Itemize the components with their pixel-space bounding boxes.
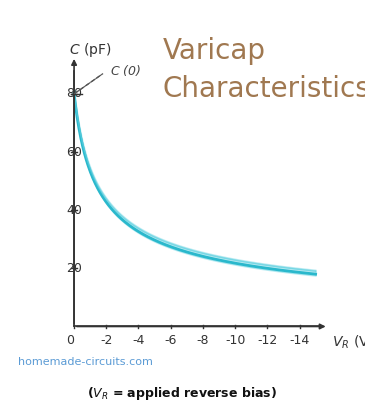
- Text: 20: 20: [66, 262, 82, 275]
- Text: homemade-circuits.com: homemade-circuits.com: [18, 357, 153, 367]
- Text: $C$ (0): $C$ (0): [110, 63, 141, 78]
- Text: -2: -2: [100, 334, 112, 347]
- Text: Varicap: Varicap: [163, 37, 266, 65]
- Text: ($V_R$ = applied reverse bias): ($V_R$ = applied reverse bias): [88, 385, 277, 402]
- Text: -6: -6: [165, 334, 177, 347]
- Text: 0: 0: [66, 334, 74, 347]
- Text: 40: 40: [66, 204, 82, 217]
- Text: $V_R$ (V): $V_R$ (V): [332, 334, 365, 351]
- Text: Characteristics: Characteristics: [163, 75, 365, 103]
- Text: 60: 60: [66, 145, 82, 158]
- Text: -8: -8: [197, 334, 209, 347]
- Text: -12: -12: [257, 334, 277, 347]
- Text: $C$ (pF): $C$ (pF): [69, 41, 112, 59]
- Text: 80: 80: [66, 88, 82, 101]
- Text: -4: -4: [132, 334, 145, 347]
- Text: -14: -14: [289, 334, 310, 347]
- Text: -10: -10: [225, 334, 245, 347]
